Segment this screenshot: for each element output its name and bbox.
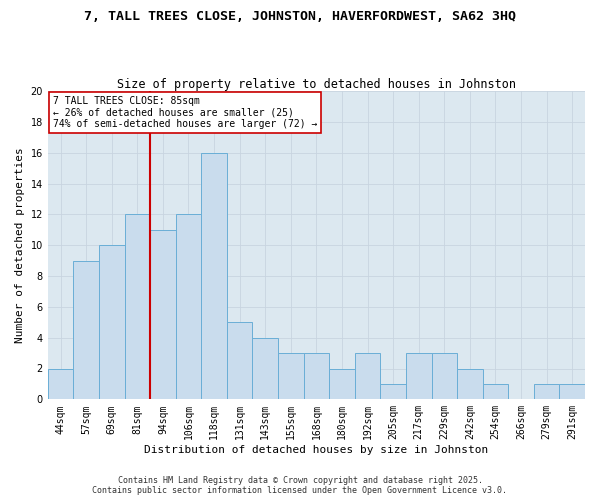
Bar xyxy=(253,338,278,400)
Title: Size of property relative to detached houses in Johnston: Size of property relative to detached ho… xyxy=(117,78,516,91)
Bar xyxy=(278,353,304,400)
Bar xyxy=(201,152,227,400)
Bar xyxy=(73,260,99,400)
Text: 7, TALL TREES CLOSE, JOHNSTON, HAVERFORDWEST, SA62 3HQ: 7, TALL TREES CLOSE, JOHNSTON, HAVERFORD… xyxy=(84,10,516,23)
X-axis label: Distribution of detached houses by size in Johnston: Distribution of detached houses by size … xyxy=(144,445,488,455)
Bar xyxy=(150,230,176,400)
Bar xyxy=(329,368,355,400)
Bar xyxy=(99,245,125,400)
Text: Contains HM Land Registry data © Crown copyright and database right 2025.
Contai: Contains HM Land Registry data © Crown c… xyxy=(92,476,508,495)
Bar xyxy=(559,384,585,400)
Bar xyxy=(125,214,150,400)
Bar xyxy=(406,353,431,400)
Bar xyxy=(176,214,201,400)
Bar xyxy=(482,384,508,400)
Bar xyxy=(304,353,329,400)
Bar xyxy=(457,368,482,400)
Bar xyxy=(227,322,253,400)
Text: 7 TALL TREES CLOSE: 85sqm
← 26% of detached houses are smaller (25)
74% of semi-: 7 TALL TREES CLOSE: 85sqm ← 26% of detac… xyxy=(53,96,317,129)
Y-axis label: Number of detached properties: Number of detached properties xyxy=(15,148,25,343)
Bar xyxy=(431,353,457,400)
Bar xyxy=(355,353,380,400)
Bar xyxy=(534,384,559,400)
Bar xyxy=(48,368,73,400)
Bar xyxy=(380,384,406,400)
